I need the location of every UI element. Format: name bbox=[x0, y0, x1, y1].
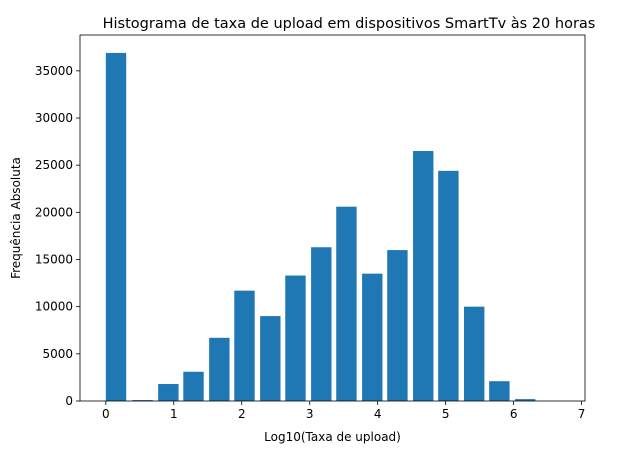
histogram-bar bbox=[464, 306, 485, 401]
x-axis-ticks: 0 1 2 3 4 5 6 7 bbox=[102, 401, 585, 421]
histogram-bar bbox=[387, 250, 408, 401]
x-tick-label: 2 bbox=[238, 407, 246, 421]
x-tick-label: 1 bbox=[170, 407, 178, 421]
chart-title: Histograma de taxa de upload em disposit… bbox=[103, 16, 596, 32]
histogram-bar bbox=[311, 247, 332, 401]
x-tick-label: 3 bbox=[306, 407, 314, 421]
histogram-bar bbox=[260, 316, 281, 401]
y-tick-label: 15000 bbox=[35, 253, 73, 267]
histogram-bar bbox=[209, 337, 230, 401]
x-tick-label: 0 bbox=[102, 407, 110, 421]
histogram-bar bbox=[132, 400, 153, 401]
y-tick-label: 10000 bbox=[35, 300, 73, 314]
plot-area-frame bbox=[79, 34, 586, 402]
x-tick-label: 5 bbox=[442, 407, 450, 421]
y-axis-ticks: 0 5000 10000 15000 20000 25000 30000 35000 bbox=[35, 64, 80, 408]
x-tick-label: 6 bbox=[510, 407, 518, 421]
x-tick-label: 4 bbox=[374, 407, 382, 421]
y-tick-label: 35000 bbox=[35, 64, 73, 78]
y-axis-label: Frequência Absoluta bbox=[9, 157, 23, 279]
histogram-bar bbox=[413, 151, 434, 401]
y-tick-label: 20000 bbox=[35, 205, 73, 219]
histogram-bar bbox=[234, 290, 255, 401]
histogram-bar bbox=[158, 384, 179, 401]
bars-group bbox=[105, 52, 536, 402]
histogram-bar bbox=[105, 52, 127, 402]
histogram-bar bbox=[285, 275, 306, 401]
histogram-bar bbox=[514, 399, 536, 401]
y-tick-label: 5000 bbox=[42, 347, 73, 361]
x-axis-label: Log10(Taxa de upload) bbox=[264, 430, 401, 444]
histogram-bar bbox=[336, 206, 357, 401]
y-tick-label: 0 bbox=[65, 394, 73, 408]
x-tick-label: 7 bbox=[578, 407, 586, 421]
histogram-bar bbox=[183, 371, 204, 401]
y-tick-label: 25000 bbox=[35, 158, 73, 172]
histogram-bar bbox=[489, 381, 510, 401]
histogram-bar bbox=[362, 273, 383, 401]
histogram-bar bbox=[438, 170, 459, 401]
y-tick-label: 30000 bbox=[35, 111, 73, 125]
